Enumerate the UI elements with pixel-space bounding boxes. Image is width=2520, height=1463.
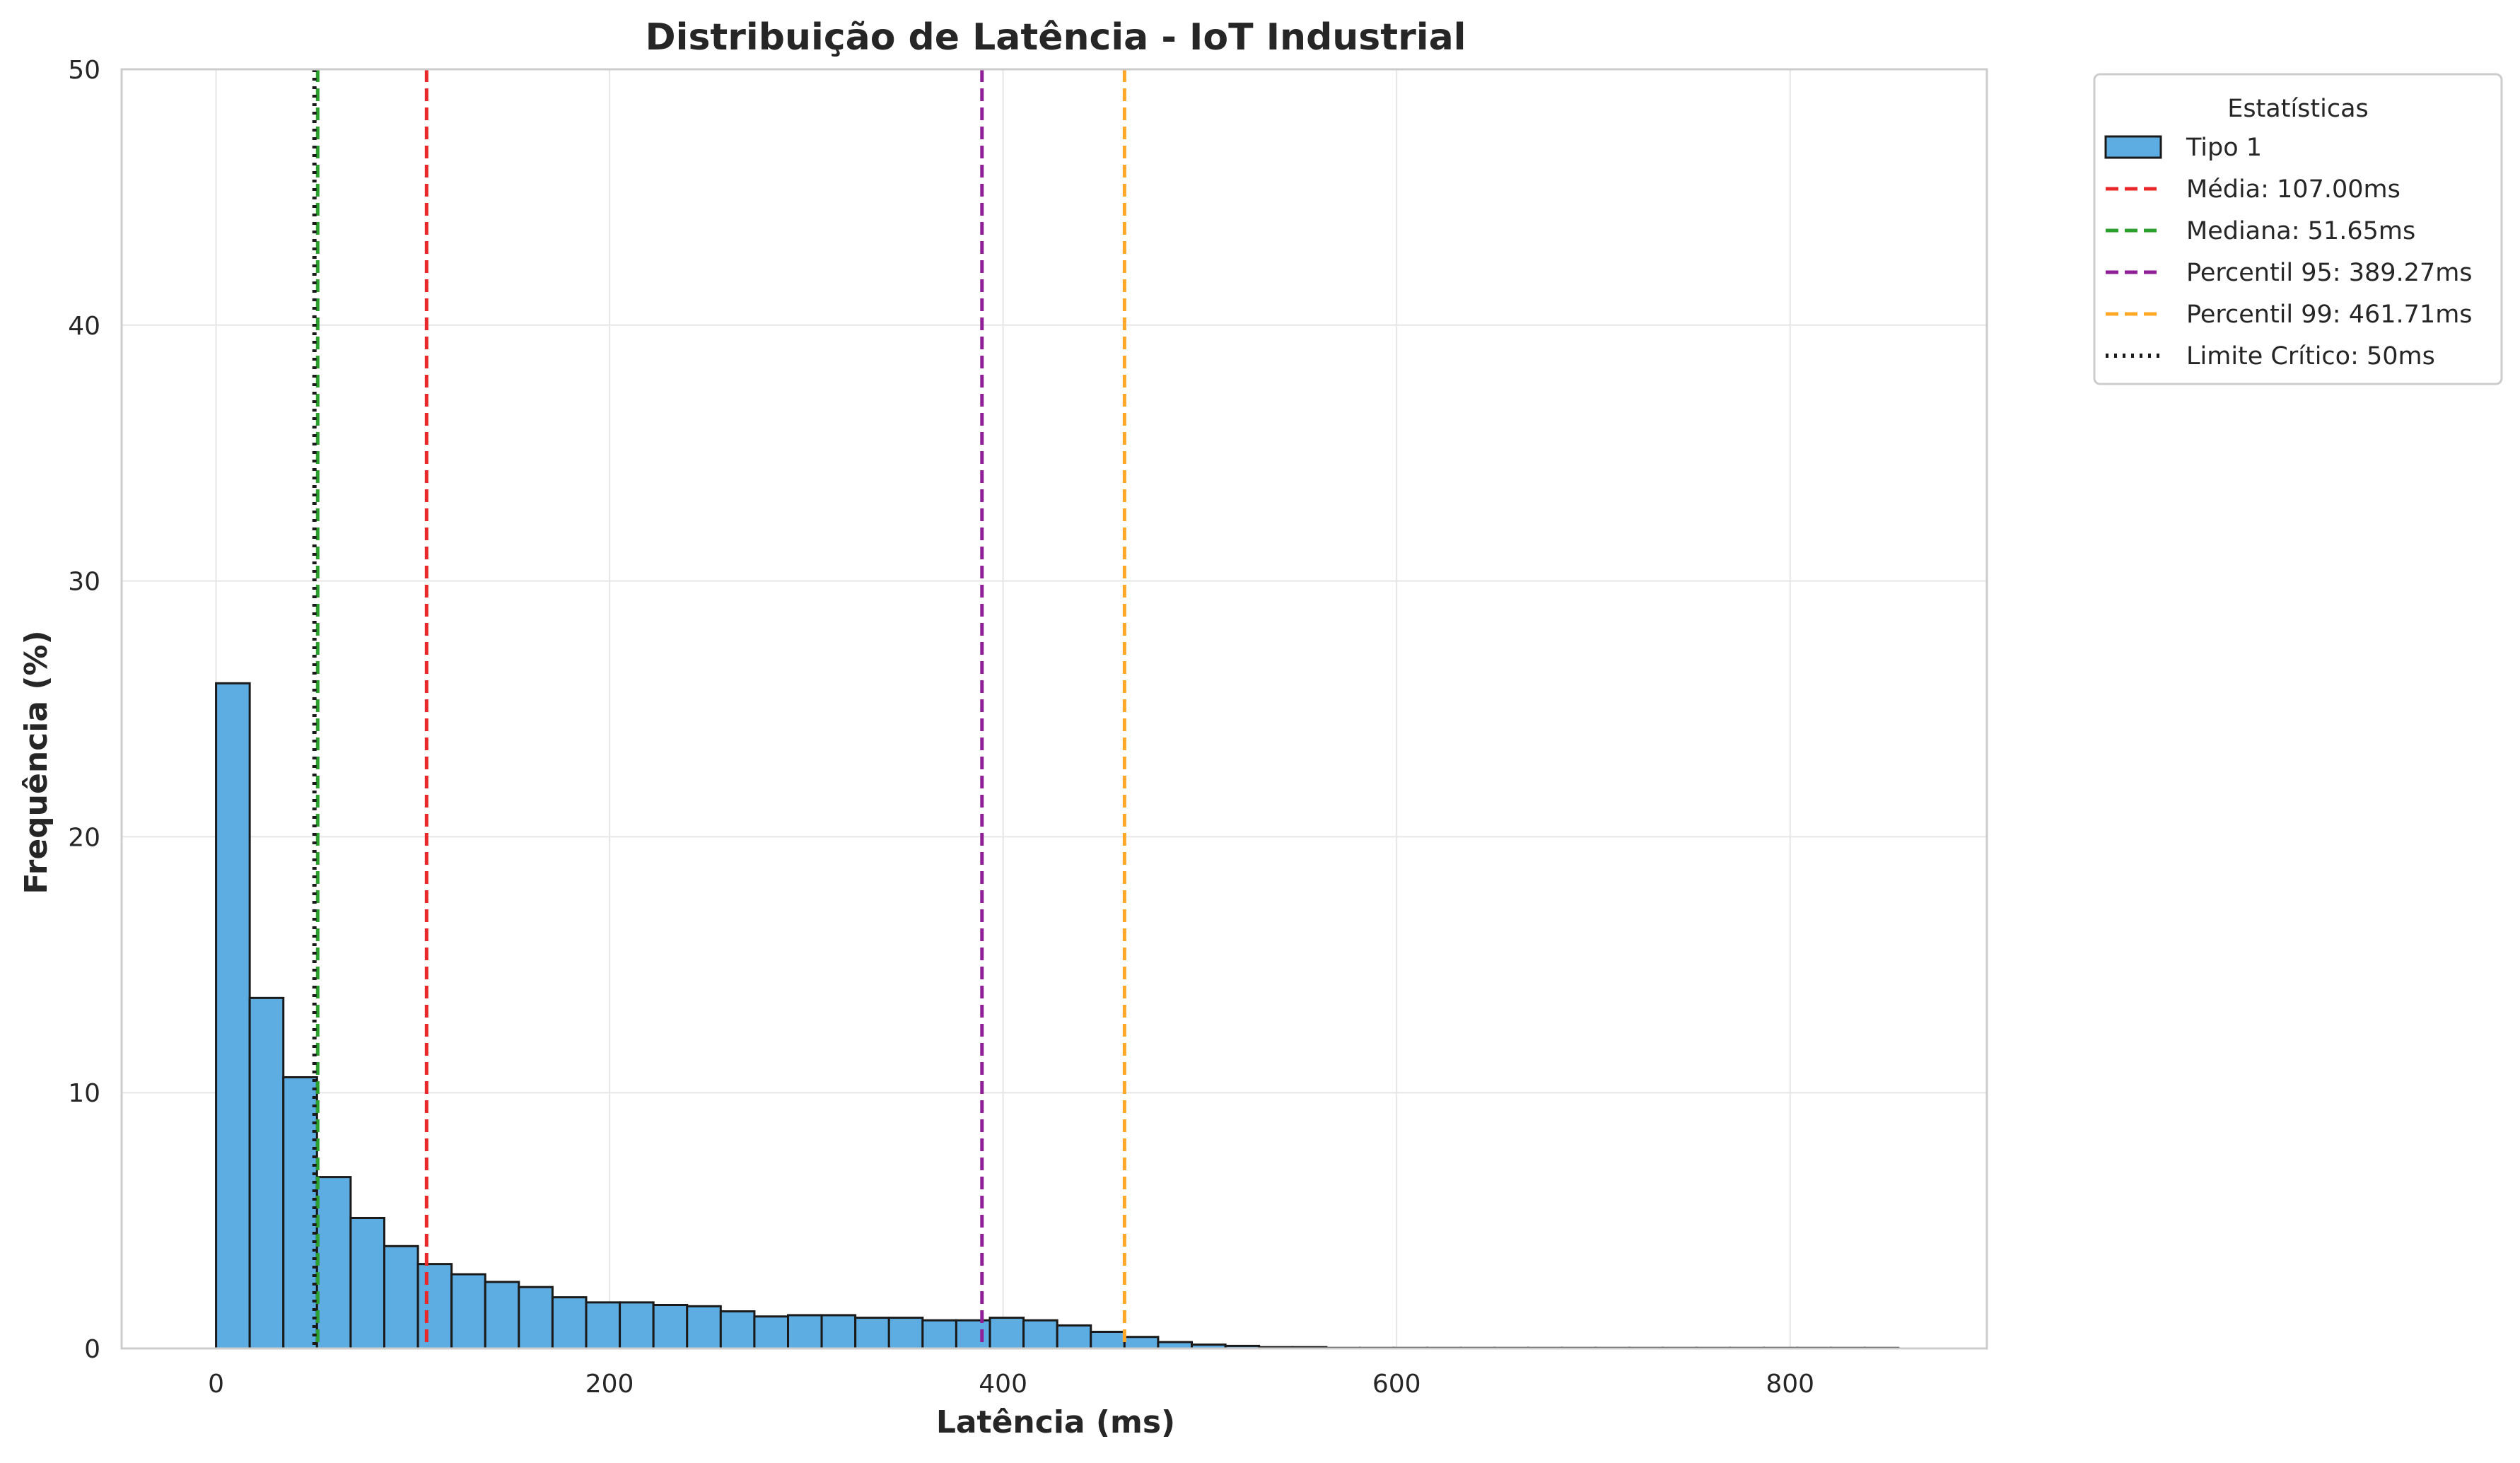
histogram-bar bbox=[854, 1317, 890, 1350]
x-tick-label: 0 bbox=[208, 1370, 224, 1399]
y-tick-label: 0 bbox=[84, 1335, 100, 1364]
histogram-bar bbox=[484, 1281, 520, 1350]
histogram-bar bbox=[383, 1245, 419, 1350]
histogram-bar bbox=[518, 1286, 554, 1350]
histogram-bar bbox=[887, 1317, 924, 1350]
legend: Estatísticas Tipo 1 Média: 107.00ms Median… bbox=[2093, 73, 2503, 385]
legend-entry: Tipo 1 bbox=[2186, 134, 2262, 162]
histogram-bar bbox=[450, 1273, 486, 1350]
histogram-bar bbox=[921, 1319, 957, 1350]
histogram-bar bbox=[1123, 1336, 1160, 1350]
y-tick-label: 10 bbox=[68, 1079, 100, 1108]
y-tick-label: 30 bbox=[68, 568, 100, 597]
legend-entry: Percentil 99: 461.71ms bbox=[2186, 301, 2473, 329]
histogram-bar bbox=[282, 1076, 318, 1350]
y-axis-ticks: 0 10 20 30 40 50 bbox=[68, 56, 100, 1364]
x-tick-label: 600 bbox=[1372, 1370, 1421, 1399]
y-tick-label: 20 bbox=[68, 823, 100, 852]
reference-lines bbox=[312, 69, 1126, 1348]
histogram-bar bbox=[1056, 1324, 1092, 1350]
histogram-bar bbox=[215, 682, 251, 1350]
histogram-bar bbox=[1022, 1319, 1058, 1350]
legend-box bbox=[2093, 73, 2503, 385]
histogram-bar bbox=[349, 1216, 385, 1350]
histogram-bar bbox=[988, 1317, 1025, 1350]
histogram-bar bbox=[1090, 1330, 1126, 1350]
legend-items: Tipo 1 Média: 107.00ms Mediana: 51.65ms Per… bbox=[2104, 134, 2473, 371]
y-tick-label: 40 bbox=[68, 312, 100, 341]
histogram-bar bbox=[719, 1310, 756, 1350]
legend-title: Estatísticas bbox=[2227, 95, 2369, 123]
plot-area bbox=[120, 68, 1988, 1350]
x-axis-label: Latência (ms) bbox=[936, 1404, 1175, 1440]
histogram-bar bbox=[652, 1303, 689, 1350]
histogram-bar bbox=[315, 1176, 352, 1350]
histogram-bar bbox=[686, 1305, 722, 1350]
histogram-bar bbox=[416, 1263, 453, 1350]
plot-background bbox=[122, 69, 1987, 1348]
histogram-bar bbox=[619, 1301, 655, 1350]
histogram-bar bbox=[248, 996, 285, 1350]
histogram-bar bbox=[753, 1315, 790, 1350]
x-tick-label: 400 bbox=[979, 1370, 1027, 1399]
histogram-bar bbox=[585, 1301, 622, 1350]
x-tick-label: 800 bbox=[1766, 1370, 1814, 1399]
chart-title: Distribuição de Latência - IoT Industria… bbox=[645, 16, 1466, 59]
legend-entry: Média: 107.00ms bbox=[2186, 175, 2401, 204]
x-tick-label: 200 bbox=[585, 1370, 634, 1399]
legend-entry: Percentil 95: 389.27ms bbox=[2186, 259, 2473, 287]
y-axis-label: Frequência (%) bbox=[18, 630, 54, 894]
legend-entry: Limite Crítico: 50ms bbox=[2186, 342, 2435, 371]
histogram-bar bbox=[820, 1314, 857, 1350]
x-axis-ticks: 0 200 400 600 800 bbox=[208, 1370, 1814, 1399]
y-tick-label: 50 bbox=[68, 56, 100, 85]
plot-frame bbox=[120, 68, 1988, 1350]
histogram-bar bbox=[955, 1319, 991, 1350]
legend-swatch bbox=[2104, 135, 2162, 159]
histogram-bar bbox=[787, 1314, 823, 1350]
legend-entry: Mediana: 51.65ms bbox=[2186, 217, 2415, 245]
histogram-bar bbox=[551, 1296, 588, 1350]
